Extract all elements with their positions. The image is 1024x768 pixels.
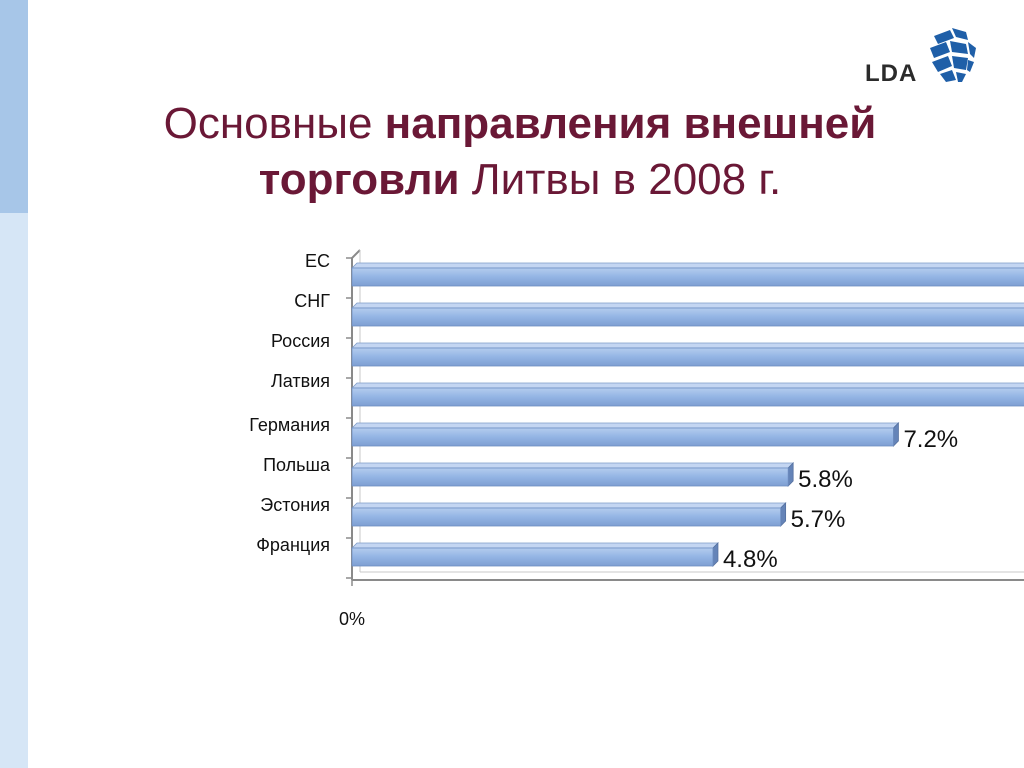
bar [351, 262, 1024, 287]
bar-top-face [351, 262, 1024, 269]
data-label: 5.8% [798, 466, 853, 493]
category-label: Польша [263, 455, 331, 475]
bar-front-face [351, 307, 1024, 327]
title-part-2: направления внешней [384, 99, 877, 148]
bar-front-face [351, 427, 894, 447]
logo: LDA [865, 28, 985, 88]
data-label: 7.2% [903, 426, 958, 453]
bar-top-face [351, 462, 795, 469]
bar-front-face [351, 347, 1024, 367]
category-label: Франция [256, 535, 330, 555]
title-part-4: Литвы в 2008 г. [459, 155, 782, 204]
bar [351, 422, 900, 447]
globe-grid-icon [930, 28, 976, 82]
title-part-1: Основные [163, 99, 385, 148]
bar-front-face [351, 467, 789, 487]
bar [351, 382, 1024, 407]
bar [351, 542, 719, 567]
bar-top-face [351, 302, 1024, 309]
bar-front-face [351, 547, 714, 567]
page-title: Основные направления внешней торговли Лит… [60, 96, 980, 208]
bar-front-face [351, 267, 1024, 287]
bar-top-face [351, 542, 719, 549]
data-label: 4.8% [723, 546, 778, 573]
logo-text: LDA [865, 60, 918, 87]
bar [351, 502, 787, 527]
bar-top-face [351, 342, 1024, 349]
sidebar-accent-top [0, 0, 28, 213]
bar [351, 462, 795, 487]
category-label: Эстония [260, 495, 330, 515]
category-label: Латвия [271, 371, 330, 391]
title-part-3: торговли [258, 155, 460, 204]
bar [351, 302, 1024, 327]
bar-top-face [351, 422, 900, 429]
y-axis-line [351, 249, 361, 580]
bar-front-face [351, 387, 1024, 407]
bar-front-face [351, 507, 782, 527]
bar-top-face [351, 502, 787, 509]
category-label: Россия [271, 331, 330, 351]
x-tick-label: 0% [339, 609, 365, 629]
category-label: ЕС [305, 251, 330, 271]
bar-top-face [351, 382, 1024, 389]
sidebar-accent-bottom [0, 213, 28, 768]
category-label: Германия [249, 415, 330, 435]
bar [351, 342, 1024, 367]
data-label: 5.7% [791, 506, 846, 533]
category-label: СНГ [294, 291, 330, 311]
